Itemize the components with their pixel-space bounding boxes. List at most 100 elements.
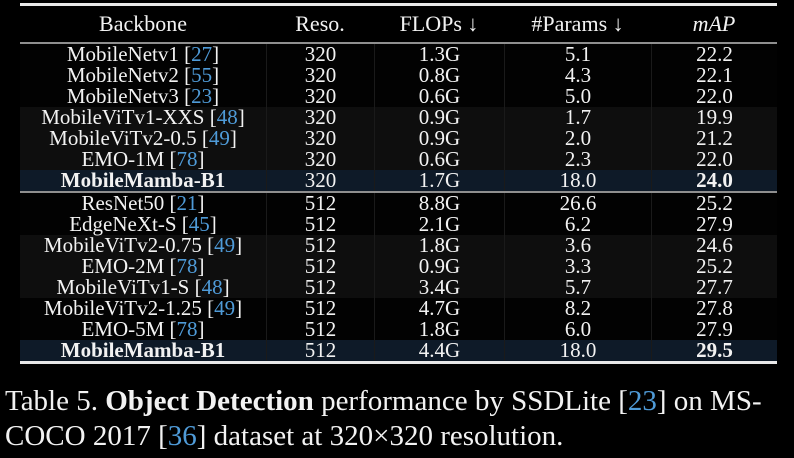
cell-backbone: EdgeNeXt-S [45] bbox=[69, 212, 217, 236]
cell-params: 26.6 bbox=[504, 193, 651, 214]
cell-resolution: 512 bbox=[266, 340, 374, 361]
table-row: MobileMamba-B1 512 4.4G 18.0 29.5 bbox=[20, 340, 777, 361]
cell-backbone: MobileNetv1 [27] bbox=[66, 42, 220, 66]
caption-citation-link[interactable]: 36 bbox=[167, 420, 197, 452]
cell-flops: 1.7G bbox=[374, 170, 504, 191]
cell-resolution: 320 bbox=[266, 107, 374, 128]
table-top-rule bbox=[20, 3, 777, 6]
cell-backbone: MobileViTv2-0.75 [49] bbox=[43, 233, 243, 257]
cell-params: 18.0 bbox=[504, 170, 651, 191]
cell-flops: 0.6G bbox=[374, 149, 504, 170]
table-row: EdgeNeXt-S [45] 512 2.1G 6.2 27.9 bbox=[20, 214, 777, 235]
column-header-resolution: Reso. bbox=[295, 11, 345, 36]
cell-resolution: 320 bbox=[266, 128, 374, 149]
cell-resolution: 320 bbox=[266, 44, 374, 65]
table-row: MobileViTv2-1.25 [49] 512 4.7G 8.2 27.8 bbox=[20, 298, 777, 319]
citation-link[interactable]: 78 bbox=[176, 317, 198, 341]
cell-flops: 3.4G bbox=[374, 277, 504, 298]
citation-link[interactable]: 23 bbox=[191, 84, 213, 108]
cell-flops: 0.6G bbox=[374, 86, 504, 107]
citation-link[interactable]: 48 bbox=[216, 105, 238, 129]
table-bottom-rule bbox=[20, 361, 777, 364]
cell-backbone: MobileNetv2 [55] bbox=[66, 63, 220, 87]
cell-map: 22.0 bbox=[651, 86, 777, 107]
cell-resolution: 320 bbox=[266, 86, 374, 107]
cell-params: 8.2 bbox=[504, 298, 651, 319]
cell-map: 19.9 bbox=[651, 107, 777, 128]
cell-flops: 0.9G bbox=[374, 107, 504, 128]
cell-resolution: 512 bbox=[266, 298, 374, 319]
table-row: MobileViTv1-XXS [48] 320 0.9G 1.7 19.9 bbox=[20, 107, 777, 128]
table-section-512: ResNet50 [21] 512 8.8G 26.6 25.2 EdgeNeXt-S [… bbox=[20, 193, 777, 361]
cell-backbone: MobileViTv2-0.5 [49] bbox=[49, 126, 237, 150]
citation-link[interactable]: 78 bbox=[176, 254, 198, 278]
cell-params: 4.3 bbox=[504, 65, 651, 86]
cell-flops: 4.7G bbox=[374, 298, 504, 319]
cell-resolution: 512 bbox=[266, 319, 374, 340]
cell-resolution: 512 bbox=[266, 214, 374, 235]
cell-map: 27.9 bbox=[651, 214, 777, 235]
cell-backbone: EMO-1M [78] bbox=[81, 147, 205, 171]
citation-link[interactable]: 21 bbox=[176, 191, 198, 215]
table-row: EMO-5M [78] 512 1.8G 6.0 27.9 bbox=[20, 319, 777, 340]
citation-link[interactable]: 49 bbox=[208, 126, 230, 150]
table-header-row: Backbone Reso. FLOPs ↓ #Params ↓ mAP bbox=[20, 6, 777, 42]
cell-params: 18.0 bbox=[504, 340, 651, 361]
cell-params: 5.0 bbox=[504, 86, 651, 107]
cell-flops: 1.8G bbox=[374, 319, 504, 340]
column-header-params: #Params ↓ bbox=[531, 11, 624, 36]
citation-link[interactable]: 45 bbox=[188, 212, 210, 236]
cell-params: 5.7 bbox=[504, 277, 651, 298]
cell-params: 3.3 bbox=[504, 256, 651, 277]
cell-map: 27.7 bbox=[651, 277, 777, 298]
cell-backbone: MobileViTv1-XXS [48] bbox=[41, 105, 245, 129]
cell-map: 25.2 bbox=[651, 256, 777, 277]
cell-backbone: EMO-2M [78] bbox=[81, 254, 205, 278]
citation-link[interactable]: 27 bbox=[191, 42, 213, 66]
table-caption: Table 5. Object Detection performance by… bbox=[5, 384, 790, 454]
cell-backbone: MobileMamba-B1 bbox=[60, 168, 226, 192]
caption-citation-link[interactable]: 23 bbox=[627, 385, 657, 417]
cell-backbone: MobileNetv3 [23] bbox=[66, 84, 220, 108]
cell-params: 5.1 bbox=[504, 44, 651, 65]
cell-resolution: 512 bbox=[266, 235, 374, 256]
table-row: MobileMamba-B1 320 1.7G 18.0 24.0 bbox=[20, 170, 777, 191]
cell-map: 29.5 bbox=[651, 340, 777, 361]
cell-flops: 4.4G bbox=[374, 340, 504, 361]
cell-resolution: 320 bbox=[266, 170, 374, 191]
caption-text: ] dataset at 320×320 resolution. bbox=[196, 420, 564, 452]
header-separator-rule bbox=[20, 42, 777, 44]
citation-link[interactable]: 49 bbox=[214, 233, 236, 257]
cell-params: 2.0 bbox=[504, 128, 651, 149]
citation-link[interactable]: 48 bbox=[201, 275, 223, 299]
cell-backbone: MobileViTv1-S [48] bbox=[56, 275, 230, 299]
cell-resolution: 320 bbox=[266, 65, 374, 86]
cell-params: 6.2 bbox=[504, 214, 651, 235]
citation-link[interactable]: 55 bbox=[191, 63, 213, 87]
caption-text: Table 5. bbox=[5, 385, 106, 417]
cell-map: 21.2 bbox=[651, 128, 777, 149]
cell-resolution: 512 bbox=[266, 256, 374, 277]
cell-flops: 0.9G bbox=[374, 128, 504, 149]
cell-backbone: EMO-5M [78] bbox=[81, 317, 205, 341]
cell-map: 27.9 bbox=[651, 319, 777, 340]
citation-link[interactable]: 78 bbox=[176, 147, 198, 171]
section-separator-rule bbox=[20, 191, 777, 193]
table-row: MobileViTv1-S [48] 512 3.4G 5.7 27.7 bbox=[20, 277, 777, 298]
table-row: EMO-1M [78] 320 0.6G 2.3 22.0 bbox=[20, 149, 777, 170]
cell-flops: 0.8G bbox=[374, 65, 504, 86]
cell-flops: 2.1G bbox=[374, 214, 504, 235]
cell-params: 6.0 bbox=[504, 319, 651, 340]
results-table: Backbone Reso. FLOPs ↓ #Params ↓ mAP Mob… bbox=[20, 0, 777, 364]
table-row: MobileNetv3 [23] 320 0.6G 5.0 22.0 bbox=[20, 86, 777, 107]
caption-text: performance by SSDLite [ bbox=[313, 385, 628, 417]
table-row: ResNet50 [21] 512 8.8G 26.6 25.2 bbox=[20, 193, 777, 214]
cell-resolution: 320 bbox=[266, 149, 374, 170]
table-row: MobileNetv2 [55] 320 0.8G 4.3 22.1 bbox=[20, 65, 777, 86]
citation-link[interactable]: 49 bbox=[214, 296, 236, 320]
cell-map: 24.0 bbox=[651, 170, 777, 191]
cell-map: 22.0 bbox=[651, 149, 777, 170]
cell-resolution: 512 bbox=[266, 193, 374, 214]
cell-flops: 8.8G bbox=[374, 193, 504, 214]
